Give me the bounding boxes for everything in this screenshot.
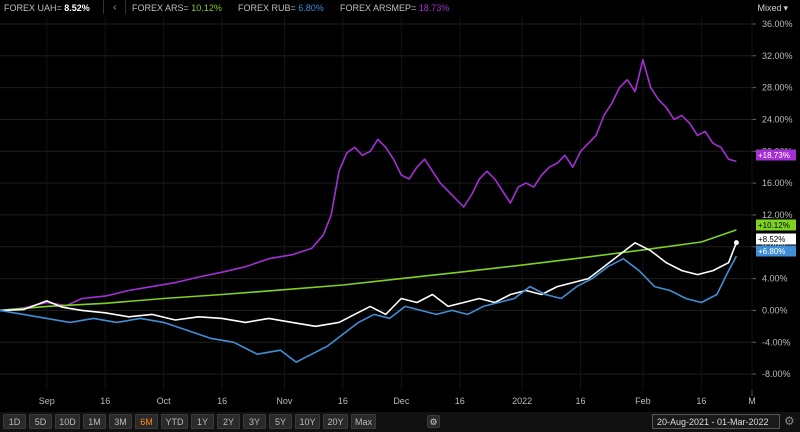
x-tick-label: Feb [635,396,651,406]
x-tick-label: Oct [157,396,172,406]
legend-item-value: 8.52% [64,3,90,13]
y-tick-label: 4.00% [762,274,788,284]
range-button-3m[interactable]: 3M [109,414,132,429]
range-button-1y[interactable]: 1Y [191,414,214,429]
plot-area [0,16,800,396]
series-end-label-bg [756,245,796,257]
range-toolbar: 1D 5D 10D 1M 3M 6M YTD 1Y 2Y 3Y 5Y 10Y 20Y Max ⚙ 20-A… [0,412,800,432]
series-end-label-bg [756,233,796,245]
x-tick-label: 16 [455,396,465,406]
series-end-label: +6.80% [758,247,785,256]
range-button-10y[interactable]: 10Y [295,414,320,429]
range-button-max[interactable]: Max [351,414,376,429]
legend-item-ars[interactable]: FOREX ARS= 10.12% [132,0,222,16]
range-button-1m[interactable]: 1M [83,414,106,429]
x-tick-label: Sep [39,396,55,406]
legend-item-label: FOREX ARS= [132,3,189,13]
legend-divider [103,0,104,14]
settings-gear-icon[interactable]: ⚙ [784,414,795,428]
range-button-3y[interactable]: 3Y [243,414,266,429]
range-button-5y[interactable]: 5Y [269,414,292,429]
legend-item-rub[interactable]: FOREX RUB= 6.80% [238,0,324,16]
legend-item-uah[interactable]: FOREX UAH= 8.52% [4,0,90,16]
chart-legend: FOREX UAH= 8.52% ‹ FOREX ARS= 10.12% FOR… [0,0,800,16]
x-tick-label: Nov [276,396,293,406]
y-tick-label: -4.00% [762,337,791,347]
range-button-1d[interactable]: 1D [3,414,26,429]
series-line-forex-ars [0,229,737,312]
series-end-label: +10.12% [758,221,790,230]
y-tick-label: 36.00% [762,19,793,29]
range-button-2y[interactable]: 2Y [217,414,240,429]
x-tick-label: 16 [576,396,586,406]
x-tick-label: 16 [217,396,227,406]
range-button-20y[interactable]: 20Y [323,414,348,429]
series-end-marker [733,240,739,246]
y-tick-label: 0.00% [762,305,788,315]
series-line-forex-rub [0,255,738,363]
x-tick-label: Dec [393,396,410,406]
x-tick-label: 16 [338,396,348,406]
legend-item-value: 10.12% [191,3,222,13]
series-line-forex-uah [0,242,738,328]
series-line-forex-arsmep [0,59,737,312]
legend-divider [125,0,126,14]
x-tick-label: 2022 [512,396,532,406]
range-button-5d[interactable]: 5D [29,414,52,429]
legend-item-value: 6.80% [298,3,324,13]
series-end-label-bg [756,219,796,231]
legend-item-label: FOREX ARSMEP= [340,3,417,13]
line-chart[interactable]: 36.00%32.00%28.00%24.00%20.00%16.00%12.0… [0,0,800,412]
y-tick-label: 24.00% [762,114,793,124]
y-tick-label: 32.00% [762,51,793,61]
series-end-label: +8.52% [758,235,785,244]
range-button-10d[interactable]: 10D [55,414,80,429]
y-tick-label: 16.00% [762,178,793,188]
y-tick-label: 12.00% [762,210,793,220]
y-tick-label: 28.00% [762,83,793,93]
x-tick-label: M [748,396,756,406]
range-settings-icon[interactable]: ⚙ [427,415,440,428]
scale-mode-label: Mixed [757,3,782,13]
x-tick-label: 16 [100,396,110,406]
legend-item-value: 18.73% [418,3,450,13]
date-range-input[interactable]: 20-Aug-2021 - 01-Mar-2022 [652,414,780,429]
collapse-chevron-icon[interactable]: ‹ [113,2,117,13]
range-button-6m[interactable]: 6M [135,414,158,429]
series-end-label: +18.73% [758,151,790,160]
y-tick-label: -8.00% [762,369,791,379]
chevron-down-icon: ▾ [783,3,788,13]
scale-mode-dropdown[interactable]: Mixed ▾ [757,0,788,16]
series-end-label-bg [756,149,796,161]
x-tick-label: 16 [696,396,706,406]
legend-item-label: FOREX UAH= [4,3,62,13]
range-button-ytd[interactable]: YTD [161,414,188,429]
legend-item-arsmep[interactable]: FOREX ARSMEP= 18.73% [340,0,449,16]
legend-item-label: FOREX RUB= [238,3,296,13]
